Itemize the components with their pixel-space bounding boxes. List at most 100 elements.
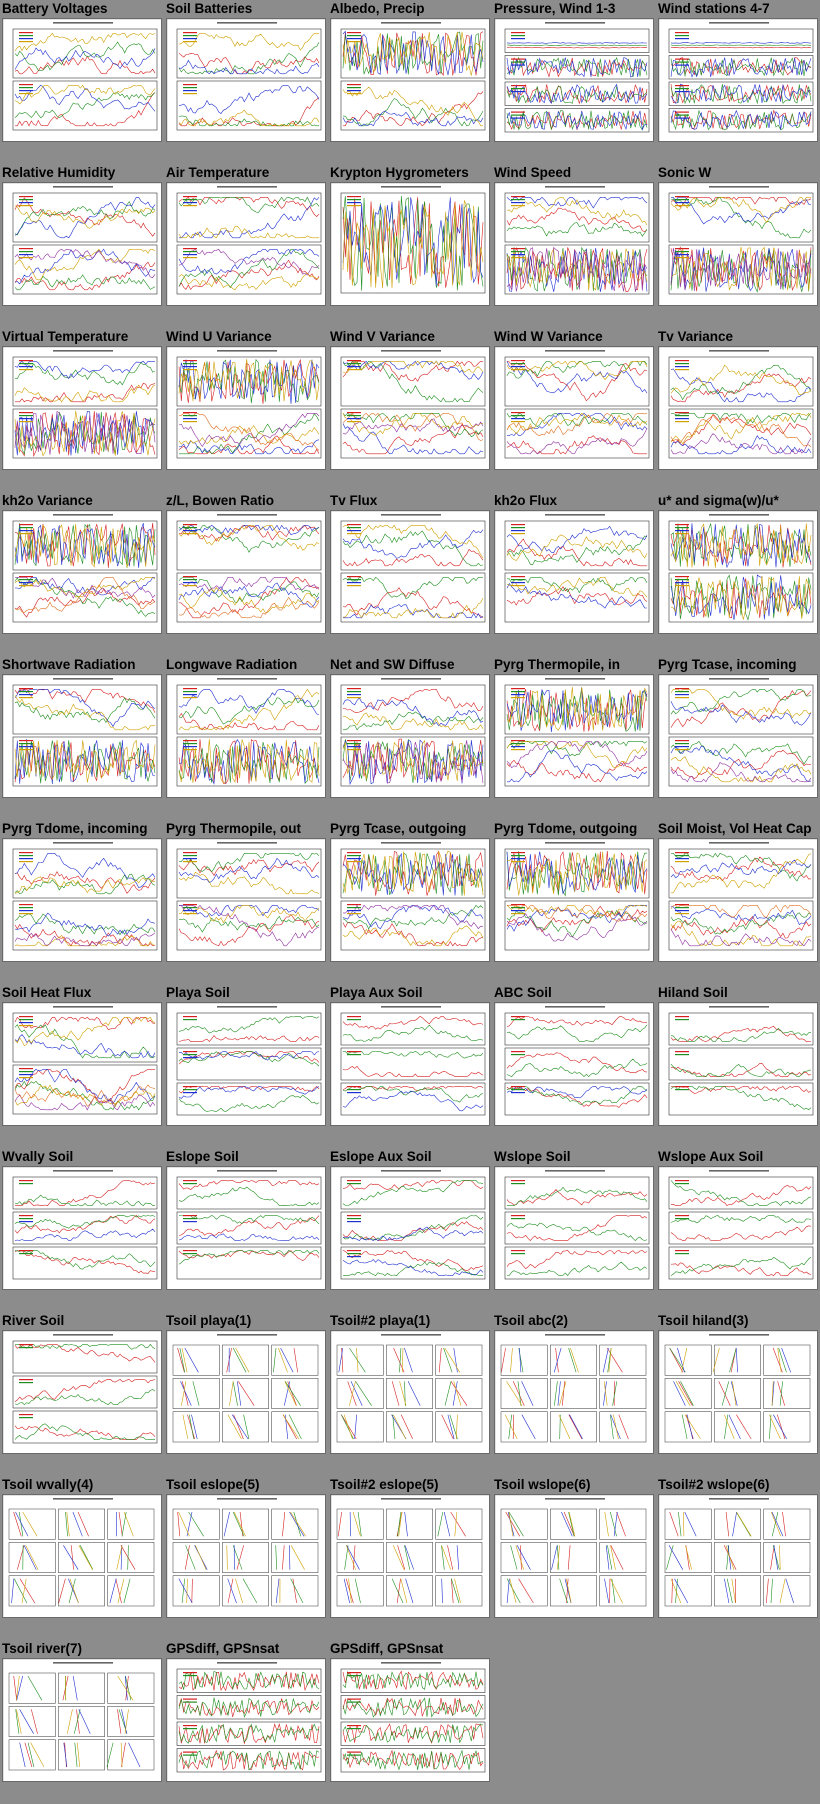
plot-cell-pyrg-thermopile-in: Pyrg Thermopile, in bbox=[492, 656, 656, 820]
plot-cell-gpsdiff-gpsnsat: GPSdiff, GPSnsat bbox=[328, 1640, 492, 1804]
plot-thumbnail[interactable] bbox=[166, 1166, 326, 1290]
plot-cell-wslope-aux-soil: Wslope Aux Soil bbox=[656, 1148, 820, 1312]
plot-thumbnail-image bbox=[3, 511, 161, 633]
plot-thumbnail-image bbox=[659, 1331, 817, 1453]
plot-title: Pyrg Thermopile, in bbox=[494, 657, 621, 672]
plot-title: River Soil bbox=[2, 1313, 65, 1328]
plot-thumbnail-image bbox=[167, 19, 325, 141]
plot-thumbnail[interactable] bbox=[330, 838, 490, 962]
plot-thumbnail[interactable] bbox=[494, 182, 654, 306]
plot-thumbnail-image bbox=[495, 675, 653, 797]
plot-thumbnail[interactable] bbox=[658, 1494, 818, 1618]
plot-title: Hiland Soil bbox=[658, 985, 728, 1000]
plot-thumbnail[interactable] bbox=[658, 1002, 818, 1126]
plot-title: Pyrg Thermopile, out bbox=[166, 821, 302, 836]
plot-thumbnail[interactable] bbox=[2, 1166, 162, 1290]
plot-thumbnail[interactable] bbox=[494, 18, 654, 142]
plot-thumbnail[interactable] bbox=[2, 346, 162, 470]
plot-thumbnail[interactable] bbox=[330, 674, 490, 798]
plot-thumbnail[interactable] bbox=[166, 1658, 326, 1782]
plot-thumbnail[interactable] bbox=[166, 674, 326, 798]
plot-title: Sonic W bbox=[658, 165, 712, 180]
plot-thumbnail[interactable] bbox=[658, 182, 818, 306]
plot-title: Battery Voltages bbox=[2, 1, 108, 16]
plot-thumbnail[interactable] bbox=[494, 674, 654, 798]
plot-thumbnail[interactable] bbox=[494, 1330, 654, 1454]
plot-title: Longwave Radiation bbox=[166, 657, 298, 672]
plot-thumbnail[interactable] bbox=[166, 182, 326, 306]
plot-title: Tv Variance bbox=[658, 329, 734, 344]
plot-thumbnail[interactable] bbox=[166, 838, 326, 962]
plot-thumbnail-image bbox=[3, 347, 161, 469]
plot-thumbnail-image bbox=[331, 1659, 489, 1781]
plot-thumbnail[interactable] bbox=[494, 510, 654, 634]
plot-thumbnail[interactable] bbox=[166, 1002, 326, 1126]
plot-thumbnail-image bbox=[3, 19, 161, 141]
plot-thumbnail-image bbox=[495, 1331, 653, 1453]
plot-title: Krypton Hygrometers bbox=[330, 165, 469, 180]
plot-thumbnail[interactable] bbox=[658, 1330, 818, 1454]
plot-thumbnail[interactable] bbox=[494, 1002, 654, 1126]
plot-thumbnail[interactable] bbox=[330, 346, 490, 470]
plot-thumbnail[interactable] bbox=[166, 1494, 326, 1618]
plot-thumbnail[interactable] bbox=[2, 1002, 162, 1126]
plot-cell-wslope-soil: Wslope Soil bbox=[492, 1148, 656, 1312]
plot-title: Soil Heat Flux bbox=[2, 985, 92, 1000]
plot-thumbnail-image bbox=[331, 1003, 489, 1125]
plot-thumbnail[interactable] bbox=[166, 510, 326, 634]
plot-cell-pyrg-tcase-incoming: Pyrg Tcase, incoming bbox=[656, 656, 820, 820]
plot-cell-tsoil-abc-2: Tsoil abc(2) bbox=[492, 1312, 656, 1476]
plot-thumbnail-image bbox=[495, 347, 653, 469]
plot-thumbnail-image bbox=[331, 511, 489, 633]
plot-thumbnail-image bbox=[167, 839, 325, 961]
plot-thumbnail[interactable] bbox=[2, 1330, 162, 1454]
plot-thumbnail[interactable] bbox=[2, 1494, 162, 1618]
plot-cell-kh2o-variance: kh2o Variance bbox=[0, 492, 164, 656]
plot-thumbnail[interactable] bbox=[658, 838, 818, 962]
plot-cell-kh2o-flux: kh2o Flux bbox=[492, 492, 656, 656]
plot-title: Pressure, Wind 1-3 bbox=[494, 1, 616, 16]
plot-thumbnail[interactable] bbox=[658, 510, 818, 634]
plot-thumbnail[interactable] bbox=[2, 1658, 162, 1782]
plot-thumbnail[interactable] bbox=[166, 1330, 326, 1454]
plot-title: ABC Soil bbox=[494, 985, 552, 1000]
plot-thumbnail[interactable] bbox=[494, 838, 654, 962]
plot-thumbnail[interactable] bbox=[2, 838, 162, 962]
plot-thumbnail[interactable] bbox=[494, 1494, 654, 1618]
plot-cell-relative-humidity: Relative Humidity bbox=[0, 164, 164, 328]
plot-thumbnail[interactable] bbox=[2, 18, 162, 142]
plot-cell-eslope-soil: Eslope Soil bbox=[164, 1148, 328, 1312]
plot-cell-tv-variance: Tv Variance bbox=[656, 328, 820, 492]
plot-thumbnail[interactable] bbox=[658, 674, 818, 798]
plot-thumbnail[interactable] bbox=[330, 1002, 490, 1126]
plot-thumbnail[interactable] bbox=[330, 1166, 490, 1290]
plot-thumbnail[interactable] bbox=[658, 346, 818, 470]
plot-title: Wind Speed bbox=[494, 165, 572, 180]
plot-thumbnail[interactable] bbox=[166, 18, 326, 142]
plot-thumbnail[interactable] bbox=[2, 674, 162, 798]
plot-thumbnail[interactable] bbox=[330, 1658, 490, 1782]
plot-cell-wind-u-variance: Wind U Variance bbox=[164, 328, 328, 492]
plot-thumbnail-image bbox=[495, 183, 653, 305]
plot-thumbnail[interactable] bbox=[658, 1166, 818, 1290]
plot-thumbnail-image bbox=[3, 183, 161, 305]
plot-cell-battery-voltages: Battery Voltages bbox=[0, 0, 164, 164]
plot-thumbnail[interactable] bbox=[166, 346, 326, 470]
plot-thumbnail-image bbox=[167, 1659, 325, 1781]
plot-thumbnail-image bbox=[167, 1331, 325, 1453]
plot-thumbnail[interactable] bbox=[330, 510, 490, 634]
plot-thumbnail[interactable] bbox=[330, 1330, 490, 1454]
plot-title: Tsoil eslope(5) bbox=[166, 1477, 260, 1492]
plot-cell-soil-moist-vol-heat-cap: Soil Moist, Vol Heat Cap bbox=[656, 820, 820, 984]
plot-thumbnail-image bbox=[331, 1331, 489, 1453]
plot-thumbnail[interactable] bbox=[330, 18, 490, 142]
plot-thumbnail[interactable] bbox=[494, 346, 654, 470]
plot-title: Soil Moist, Vol Heat Cap bbox=[658, 821, 812, 836]
plot-thumbnail[interactable] bbox=[2, 182, 162, 306]
plot-thumbnail[interactable] bbox=[658, 18, 818, 142]
plot-cell-longwave-radiation: Longwave Radiation bbox=[164, 656, 328, 820]
plot-thumbnail[interactable] bbox=[494, 1166, 654, 1290]
plot-thumbnail[interactable] bbox=[330, 182, 490, 306]
plot-thumbnail[interactable] bbox=[330, 1494, 490, 1618]
plot-thumbnail[interactable] bbox=[2, 510, 162, 634]
